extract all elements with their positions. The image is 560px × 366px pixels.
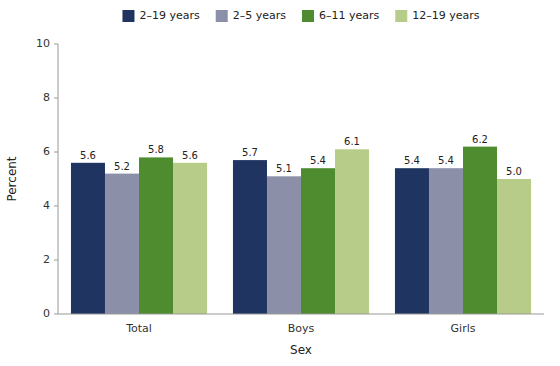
- y-axis-line: [58, 44, 59, 314]
- legend-swatch: [216, 10, 228, 22]
- x-axis-line: [58, 314, 544, 315]
- legend: 2–19 years 2–5 years 6–11 years 12–19 years: [122, 9, 479, 22]
- y-tick-label: 10: [36, 37, 50, 50]
- data-label: 5.7: [242, 147, 258, 158]
- y-tick: [54, 314, 58, 315]
- data-label: 5.2: [114, 161, 130, 172]
- data-label: 5.4: [438, 155, 454, 166]
- legend-label: 12–19 years: [412, 9, 480, 22]
- bar: [173, 163, 207, 314]
- y-tick-label: 8: [43, 91, 50, 104]
- legend-label: 2–5 years: [233, 9, 287, 22]
- legend-label: 6–11 years: [319, 9, 380, 22]
- x-tick-label: Total: [125, 322, 152, 335]
- bar: [233, 160, 267, 314]
- bars: [71, 147, 531, 314]
- bar: [139, 157, 173, 314]
- chart: 5.6 5.7 5.4 5.2 5.1 5.4 5.8 5.4 6.2 5.6 6.1 5.0 0 2 4 6…: [0, 0, 560, 366]
- y-tick-label: 2: [43, 253, 50, 266]
- y-tick-label: 4: [43, 199, 50, 212]
- y-tick: [54, 206, 58, 207]
- bar: [395, 168, 429, 314]
- bar: [463, 147, 497, 314]
- bar: [71, 163, 105, 314]
- x-axis-label: Sex: [290, 343, 312, 357]
- bar: [497, 179, 531, 314]
- legend-swatch: [302, 10, 314, 22]
- data-label: 5.0: [506, 166, 522, 177]
- x-tick-label: Girls: [451, 322, 476, 335]
- data-label: 5.6: [182, 150, 198, 161]
- legend-item: 12–19 years: [395, 9, 480, 22]
- legend-item: 2–19 years: [122, 9, 200, 22]
- legend-item: 2–5 years: [216, 9, 287, 22]
- y-tick: [54, 260, 58, 261]
- y-tick: [54, 44, 58, 45]
- legend-item: 6–11 years: [302, 9, 380, 22]
- bar: [105, 174, 139, 314]
- data-label: 6.1: [344, 136, 360, 147]
- x-tick-label: Boys: [288, 322, 315, 335]
- data-label: 5.1: [276, 163, 292, 174]
- legend-swatch: [395, 10, 407, 22]
- y-tick-label: 0: [43, 307, 50, 320]
- data-label: 5.4: [310, 155, 326, 166]
- legend-swatch: [122, 10, 134, 22]
- bar: [267, 176, 301, 314]
- legend-label: 2–19 years: [139, 9, 200, 22]
- y-tick: [54, 152, 58, 153]
- bar: [335, 149, 369, 314]
- bar: [301, 168, 335, 314]
- bar: [429, 168, 463, 314]
- data-label: 5.6: [80, 150, 96, 161]
- y-tick: [54, 98, 58, 99]
- data-label: 5.8: [148, 144, 164, 155]
- y-axis-label: Percent: [5, 156, 19, 201]
- data-label: 5.4: [404, 155, 420, 166]
- y-tick-label: 6: [43, 145, 50, 158]
- data-label: 6.2: [472, 134, 488, 145]
